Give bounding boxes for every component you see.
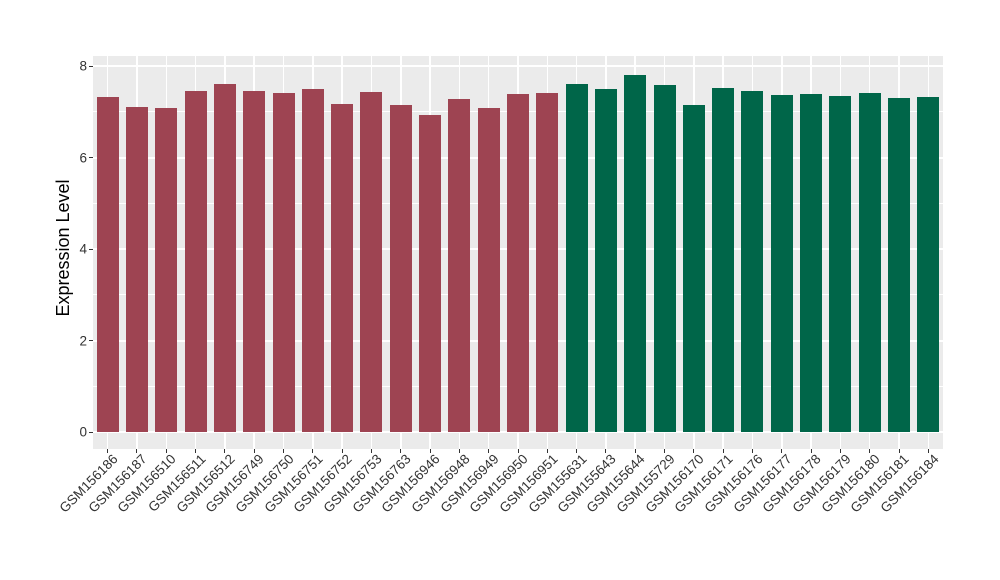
major-gridline: [93, 431, 943, 433]
bar: [243, 91, 266, 432]
x-tick-mark: [751, 449, 753, 453]
bar: [360, 92, 383, 432]
bar: [682, 104, 705, 432]
bar: [213, 83, 236, 432]
x-tick-mark: [458, 449, 460, 453]
y-tick-label: 6: [79, 149, 87, 165]
y-tick-mark: [89, 157, 93, 158]
bar: [917, 96, 940, 432]
bar: [770, 94, 793, 432]
bar: [653, 85, 676, 432]
bar: [125, 106, 148, 432]
bar: [448, 98, 471, 432]
bar: [389, 104, 412, 432]
bar: [301, 89, 324, 432]
x-tick-mark: [576, 449, 578, 453]
x-tick-mark: [898, 449, 900, 453]
bar: [536, 92, 559, 432]
y-tick-label: 8: [79, 58, 87, 74]
x-tick-mark: [810, 449, 812, 453]
bar: [594, 88, 617, 432]
x-tick-mark: [781, 449, 783, 453]
y-tick-label: 4: [79, 241, 87, 257]
bar: [419, 114, 442, 432]
x-tick-mark: [664, 449, 666, 453]
bar: [858, 93, 881, 432]
x-tick-mark: [136, 449, 138, 453]
x-tick-mark: [634, 449, 636, 453]
bar: [477, 108, 500, 432]
bar: [96, 96, 119, 432]
x-tick-mark: [927, 449, 929, 453]
bar: [800, 94, 823, 432]
x-tick-mark: [546, 449, 548, 453]
bar: [829, 96, 852, 432]
x-tick-mark: [195, 449, 197, 453]
y-tick-label: 0: [79, 424, 87, 440]
x-tick-mark: [165, 449, 167, 453]
x-tick-mark: [224, 449, 226, 453]
x-tick-mark: [253, 449, 255, 453]
x-tick-mark: [605, 449, 607, 453]
bar: [741, 91, 764, 432]
bar: [155, 107, 178, 432]
x-tick-mark: [488, 449, 490, 453]
bar: [331, 103, 354, 432]
bar: [624, 75, 647, 432]
bar: [565, 83, 588, 432]
x-tick-mark: [693, 449, 695, 453]
x-tick-mark: [839, 449, 841, 453]
y-tick-mark: [89, 431, 93, 433]
bar: [184, 91, 207, 432]
x-tick-mark: [869, 449, 871, 453]
x-tick-mark: [400, 449, 402, 453]
x-tick-mark: [341, 449, 343, 453]
bar: [507, 94, 529, 432]
y-tick-label: 2: [79, 332, 87, 348]
plot-panel: [93, 56, 943, 449]
y-tick-mark: [89, 65, 93, 67]
bar: [272, 92, 295, 432]
x-tick-mark: [429, 449, 431, 453]
y-tick-mark: [89, 340, 93, 341]
y-tick-mark: [89, 248, 93, 250]
x-tick-mark: [283, 449, 285, 453]
x-tick-mark: [312, 449, 314, 453]
x-tick-mark: [722, 449, 724, 453]
x-tick-mark: [517, 449, 519, 453]
bar: [888, 98, 911, 432]
x-tick-mark: [370, 449, 372, 453]
bar: [712, 87, 735, 432]
major-gridline: [93, 65, 943, 67]
x-tick-mark: [107, 449, 109, 453]
